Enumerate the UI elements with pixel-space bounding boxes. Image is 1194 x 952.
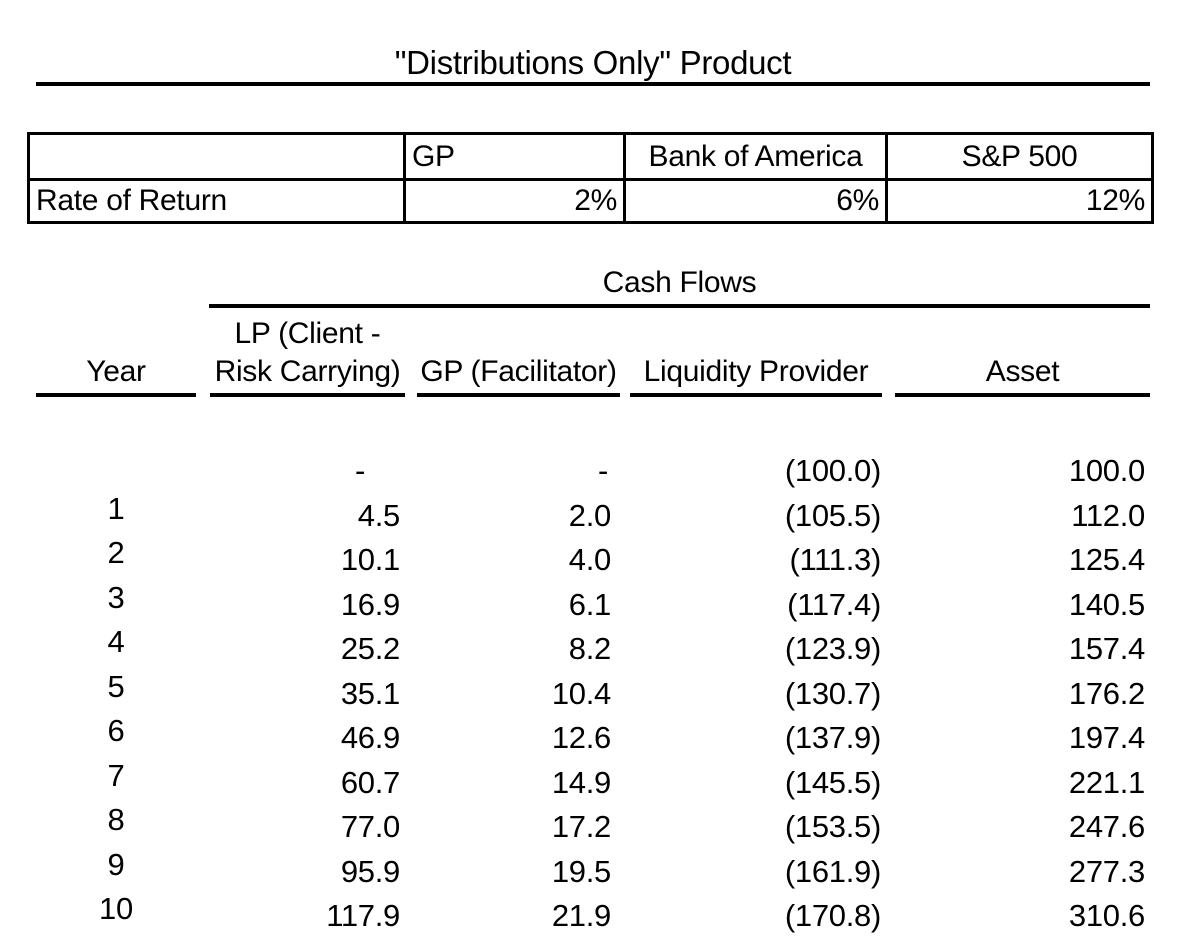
column-header-year-label: Year xyxy=(86,355,146,388)
column-header-gp-label: GP (Facilitator) xyxy=(420,355,617,388)
cash-flow-row: 7 60.7 14.9 (145.5) 221.1 xyxy=(0,759,1194,800)
asset-cell: 112.0 xyxy=(1071,497,1145,533)
rate-value-gp: 2% xyxy=(403,178,626,224)
liquidity-cell: (145.5) xyxy=(784,764,881,800)
asset-cell: 157.4 xyxy=(1068,631,1145,666)
cash-flow-row: 3 16.9 6.1 (117.4) 140.5 xyxy=(0,581,1194,622)
rate-of-return-table: GP Bank of America S&P 500 Rate of Retur… xyxy=(27,132,1154,224)
cash-flow-row: 4 25.2 8.2 (123.9) 157.4 xyxy=(0,626,1194,666)
year-cell: 3 xyxy=(107,579,125,615)
gp-cell: 21.9 xyxy=(551,898,611,933)
cash-flow-row: 10 117.9 21.9 (170.8) 310.6 xyxy=(0,893,1194,933)
rate-table-header-bank-of-america: Bank of America xyxy=(623,132,888,181)
lp-cell: 77.0 xyxy=(340,809,400,844)
lp-cell: 117.9 xyxy=(326,898,400,933)
lp-cell: 16.9 xyxy=(340,586,400,622)
liquidity-cell: (161.9) xyxy=(784,853,881,889)
lp-cell: - xyxy=(354,453,365,488)
year-cell xyxy=(36,448,196,480)
liquidity-cell: (123.9) xyxy=(784,631,881,666)
column-header-lp-line1: LP (Client - xyxy=(234,317,381,350)
asset-cell: 197.4 xyxy=(1068,720,1145,755)
rate-table-header-sp500: S&P 500 xyxy=(885,132,1154,181)
cash-flow-row: 6 46.9 12.6 (137.9) 197.4 xyxy=(0,715,1194,755)
gp-cell: 12.6 xyxy=(551,720,611,755)
liquidity-cell: (137.9) xyxy=(784,720,881,755)
cash-flow-row: 9 95.9 19.5 (161.9) 277.3 xyxy=(0,848,1194,889)
lp-cell: 35.1 xyxy=(340,675,400,711)
year-cell: 10 xyxy=(99,891,133,926)
gp-cell: 10.4 xyxy=(551,675,611,711)
cash-flow-row: 8 77.0 17.2 (153.5) 247.6 xyxy=(0,804,1194,844)
column-header-lp-line2: Risk Carrying) xyxy=(214,355,401,388)
liquidity-cell: (170.8) xyxy=(784,898,881,933)
liquidity-cell: (130.7) xyxy=(784,675,881,711)
year-cell: 8 xyxy=(107,802,125,837)
rate-table-corner-cell xyxy=(27,132,406,181)
lp-cell: 25.2 xyxy=(340,631,400,666)
year-cell: 5 xyxy=(107,668,125,704)
gp-cell: 2.0 xyxy=(568,497,612,533)
gp-cell: 19.5 xyxy=(551,853,611,889)
year-cell: 4 xyxy=(107,624,125,659)
rate-table-header-row: GP Bank of America S&P 500 xyxy=(27,132,1154,181)
asset-cell: 140.5 xyxy=(1068,586,1145,622)
gp-cell: 17.2 xyxy=(551,809,611,844)
column-header-lp: LP (Client - Risk Carrying) xyxy=(210,308,405,397)
column-header-liquidity-provider: Liquidity Provider xyxy=(630,308,882,397)
cash-flows-section-title: Cash Flows xyxy=(602,266,757,299)
asset-cell: 100.0 xyxy=(1068,453,1145,488)
lp-cell: 46.9 xyxy=(340,720,400,755)
gp-cell: - xyxy=(597,453,608,488)
asset-cell: 176.2 xyxy=(1068,675,1145,711)
cash-flows-underline xyxy=(209,304,1150,308)
column-header-liquidity-label: Liquidity Provider xyxy=(643,355,869,388)
column-header-asset: Asset xyxy=(895,308,1150,397)
lp-cell: 4.5 xyxy=(357,497,401,533)
gp-cell: 8.2 xyxy=(568,631,612,666)
asset-cell: 221.1 xyxy=(1068,764,1145,800)
lp-cell: 60.7 xyxy=(340,764,400,800)
rate-value-bank-of-america: 6% xyxy=(623,178,888,224)
liquidity-cell: (153.5) xyxy=(784,809,881,844)
rate-of-return-label: Rate of Return xyxy=(27,178,406,224)
lp-cell: 95.9 xyxy=(340,853,400,889)
year-cell: 7 xyxy=(107,757,125,793)
year-cell: 1 xyxy=(107,490,125,526)
rate-table-value-row: Rate of Return 2% 6% 12% xyxy=(27,178,1154,224)
year-cell: 6 xyxy=(107,713,125,748)
rate-value-sp500: 12% xyxy=(885,178,1154,224)
column-header-year: Year xyxy=(36,308,196,397)
asset-cell: 277.3 xyxy=(1068,853,1145,889)
rate-table-header-gp: GP xyxy=(403,132,626,181)
gp-cell: 14.9 xyxy=(551,764,611,800)
lp-cell: 10.1 xyxy=(340,542,400,577)
asset-cell: 247.6 xyxy=(1068,809,1145,844)
liquidity-cell: (117.4) xyxy=(787,586,881,622)
cash-flow-row: 1 4.5 2.0 (105.5) 112.0 xyxy=(0,492,1194,533)
column-header-asset-label: Asset xyxy=(985,355,1060,388)
liquidity-cell: (105.5) xyxy=(784,497,881,533)
cash-flow-row: 2 10.1 4.0 (111.3) 125.4 xyxy=(0,537,1194,577)
cash-flow-row: 5 35.1 10.4 (130.7) 176.2 xyxy=(0,670,1194,711)
column-header-gp-facilitator: GP (Facilitator) xyxy=(417,308,620,397)
asset-cell: 125.4 xyxy=(1068,542,1145,577)
gp-cell: 6.1 xyxy=(568,586,612,622)
liquidity-cell: (111.3) xyxy=(789,542,881,577)
year-cell: 9 xyxy=(107,846,125,882)
page-title: "Distributions Only" Product xyxy=(394,44,792,81)
title-underline xyxy=(36,82,1150,86)
cash-flow-row: - - (100.0) 100.0 xyxy=(0,455,1194,487)
year-cell: 2 xyxy=(107,535,125,570)
gp-cell: 4.0 xyxy=(568,542,612,577)
asset-cell: 310.6 xyxy=(1068,898,1145,933)
liquidity-cell: (100.0) xyxy=(784,453,881,488)
